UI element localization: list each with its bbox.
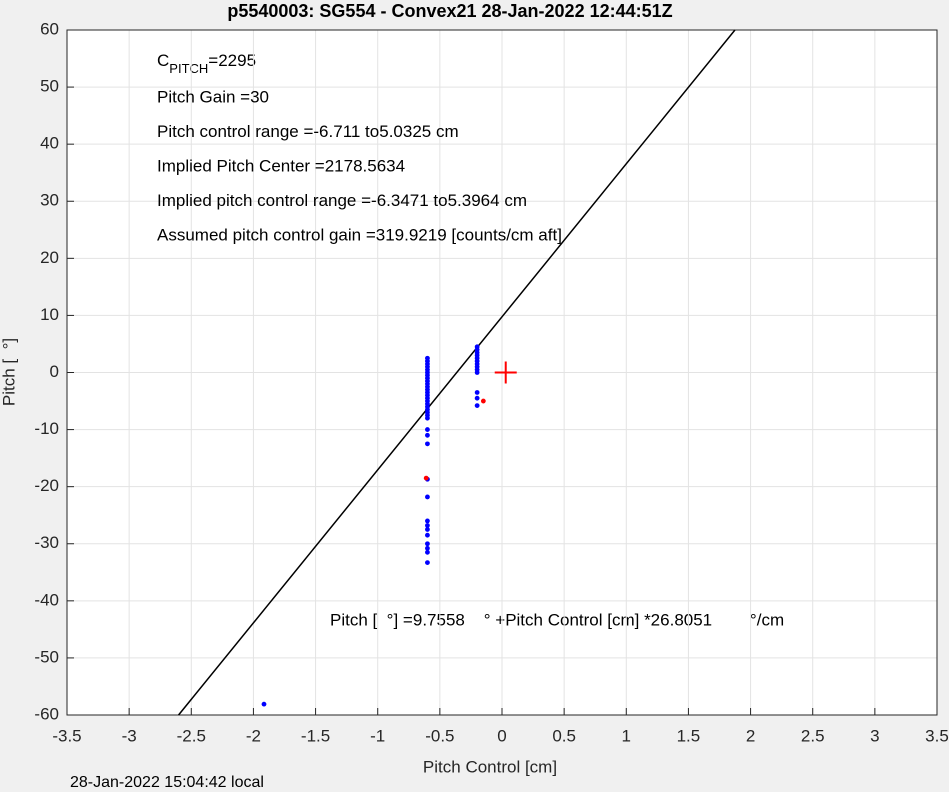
point [474,390,480,395]
annotation: Assumed pitch control gain =319.9219 [co… [157,225,562,244]
y-tick-label: 20 [40,248,59,267]
annotation: Implied pitch control range =-6.3471 to5… [157,191,527,210]
y-tick-label: -40 [34,590,59,609]
annotation: Implied Pitch Center =2178.5634 [157,156,405,175]
x-tick-label: 2.5 [801,726,825,745]
x-tick-label: -3.5 [52,726,81,745]
point [425,527,430,532]
point [474,370,480,375]
point [480,398,486,404]
cpitch-sub: PITCH [169,61,208,76]
point [425,518,430,524]
point [425,427,430,432]
plus-marker [494,361,517,384]
chart-title: p5540003: SG554 - Convex21 28-Jan-2022 1… [227,1,672,21]
point [425,549,430,555]
y-tick-label: 30 [40,191,59,210]
point [261,701,267,707]
x-tick-label: 1.5 [677,726,701,745]
y-tick-label: -60 [34,704,59,723]
point [425,532,430,538]
equation: Pitch [ °] =9.7558 ° +Pitch Control [cm]… [330,610,784,629]
x-tick-label: -2 [246,726,261,745]
y-axis-label: Pitch [ °] [0,338,18,406]
x-tick-label: 0 [497,726,506,745]
point [425,432,430,438]
fit-line [177,29,736,716]
point [425,415,430,421]
point [425,560,430,565]
point [425,541,430,547]
x-tick-label: -1 [370,726,385,745]
y-tick-label: -20 [34,476,59,495]
point [425,545,430,551]
point [474,403,480,409]
cpitch-label: CPITCH=2295 [157,51,256,76]
y-tick-label: 10 [40,305,59,324]
x-tick-label: -2.5 [177,726,206,745]
y-tick-label: -10 [34,419,59,438]
x-tick-label: 1 [622,726,631,745]
axes-box [66,29,938,716]
y-tick-label: -50 [34,647,59,666]
x-tick-label: -0.5 [425,726,454,745]
x-tick-label: -1.5 [301,726,330,745]
y-tick-label: 40 [40,134,59,153]
point [425,523,430,528]
point [423,475,429,481]
x-tick-label: 0.5 [552,726,576,745]
x-tick-label: 2 [746,726,755,745]
cpitch-base: C [157,51,169,70]
footer: 28-Jan-2022 15:04:42 local [70,774,264,791]
cpitch-value: =2295 [208,51,256,70]
x-tick-label: 3.5 [925,726,949,745]
x-tick-label: -3 [122,726,137,745]
y-tick-label: 50 [40,77,59,96]
point [425,441,430,447]
point [474,395,480,401]
point [425,494,430,500]
x-tick-label: 3 [870,726,879,745]
annotation: Pitch Gain =30 [157,87,269,106]
y-tick-label: -30 [34,533,59,552]
y-tick-label: 60 [40,19,59,38]
annotation: Pitch control range =-6.711 to5.0325 cm [157,122,459,141]
y-tick-label: 0 [50,362,59,381]
x-axis-label: Pitch Control [cm] [423,757,557,776]
